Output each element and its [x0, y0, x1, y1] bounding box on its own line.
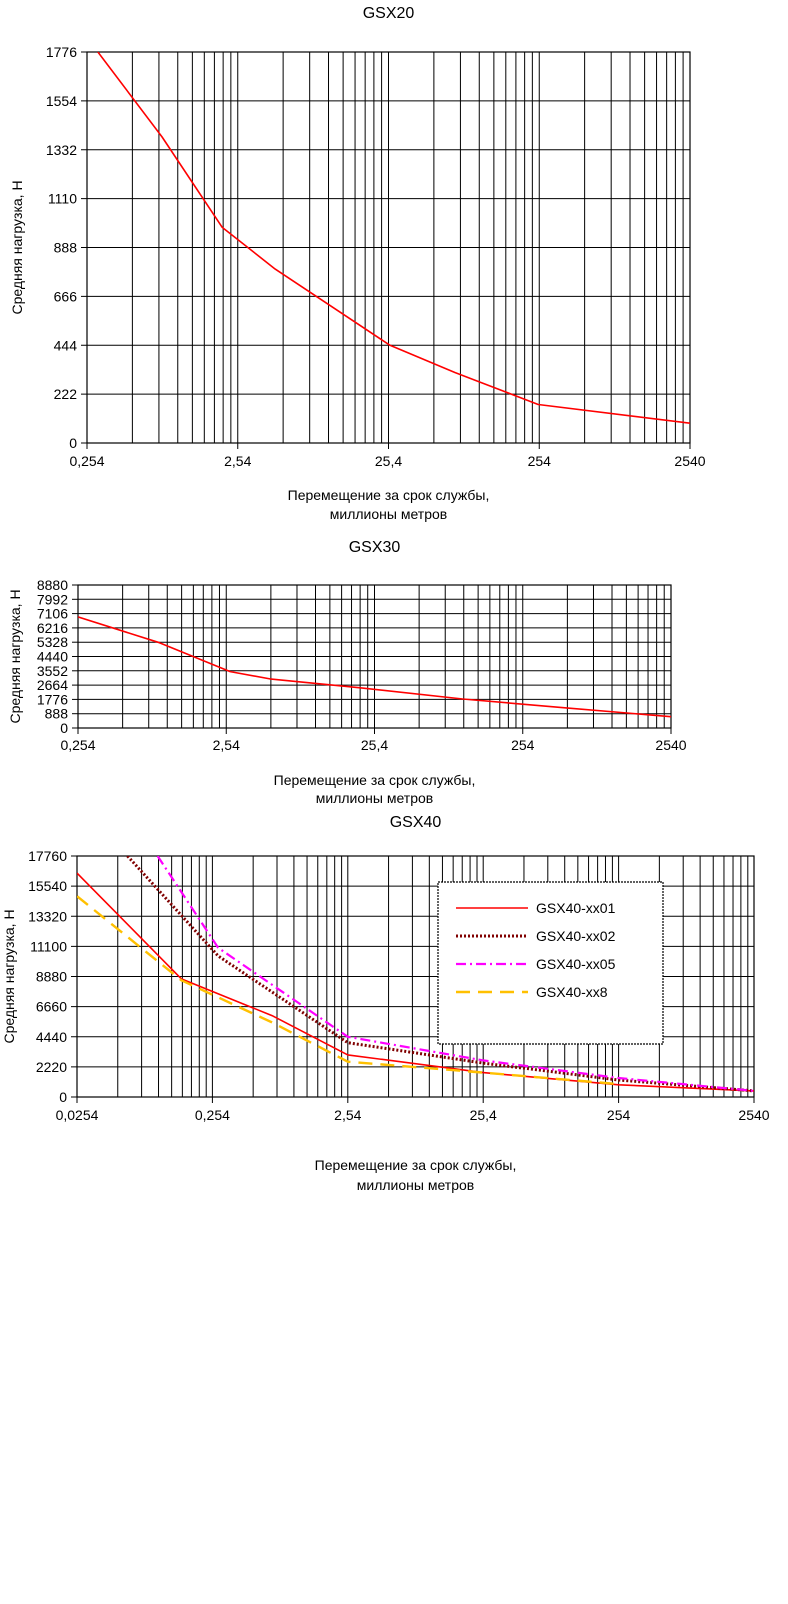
series-line-2 [126, 856, 754, 1093]
x-tick-label: 0,254 [195, 1107, 230, 1123]
y-tick-label: 888 [54, 240, 78, 256]
grid-lines [78, 585, 671, 728]
legend-label-1: GSX40-xx01 [536, 900, 616, 916]
legend-box [437, 881, 664, 1045]
legend-label-4: GSX40-xx8 [536, 984, 608, 1000]
x-tick-label: 254 [511, 737, 535, 753]
y-tick-label: 0 [60, 720, 68, 736]
grid-lines [87, 52, 690, 443]
y-axis-label: Средняя нагрузка, Н [1, 909, 17, 1043]
y-tick-label: 1332 [46, 142, 77, 158]
y-tick-label: 222 [54, 386, 78, 402]
x-axis-label-line-1: Перемещение за срок службы, [315, 1157, 517, 1173]
x-axis-label-line-2: миллионы метров [330, 506, 447, 522]
y-tick-label: 1554 [46, 93, 77, 109]
x-tick-label: 25,4 [470, 1107, 497, 1123]
x-axis-label-line-1: Перемещение за срок службы, [274, 772, 476, 788]
series-line-4 [77, 895, 619, 1086]
y-tick-label: 13320 [28, 908, 67, 924]
y-tick-label: 666 [54, 288, 78, 304]
y-tick-label: 4440 [37, 649, 68, 665]
legend: GSX40-xx01 GSX40-xx02 GSX40-xx05 GSX40-xx8 [437, 881, 664, 1045]
x-tick-label: 2540 [674, 453, 705, 469]
chart-title: GSX40 [390, 814, 442, 831]
series-line-1 [97, 52, 690, 424]
y-tick-label: 1110 [48, 191, 77, 207]
x-tick-label: 254 [528, 453, 552, 469]
y-tick-label: 0 [69, 435, 77, 451]
y-tick-label: 0 [59, 1089, 67, 1105]
y-tick-label: 2664 [37, 677, 68, 693]
y-tick-label: 4440 [36, 1029, 67, 1045]
y-tick-label: 1776 [37, 691, 68, 707]
y-tick-label: 3552 [37, 663, 68, 679]
series-line-3 [156, 856, 754, 1092]
x-axis-label-line-2: миллионы метров [316, 790, 433, 806]
x-tick-label: 2,54 [334, 1107, 361, 1123]
y-tick-label: 888 [45, 706, 69, 722]
x-tick-label: 0,0254 [56, 1107, 99, 1123]
x-tick-label: 0,254 [60, 737, 95, 753]
y-tick-label: 6216 [37, 620, 68, 636]
x-tick-label: 25,4 [375, 453, 402, 469]
chart-title: GSX20 [363, 5, 415, 22]
x-tick-label: 254 [607, 1107, 631, 1123]
y-tick-label: 2220 [36, 1059, 67, 1075]
y-tick-label: 8880 [36, 969, 67, 985]
y-tick-label: 17760 [28, 848, 67, 864]
x-tick-label: 25,4 [361, 737, 388, 753]
series-line-1 [78, 616, 671, 718]
x-axis-label-line-1: Перемещение за срок службы, [288, 487, 490, 503]
x-tick-label: 2,54 [224, 453, 251, 469]
legend-label-3: GSX40-xx05 [536, 956, 616, 972]
x-tick-label: 2,54 [213, 737, 240, 753]
legend-label-2: GSX40-xx02 [536, 928, 616, 944]
y-tick-label: 444 [54, 337, 78, 353]
y-tick-label: 5328 [37, 634, 68, 650]
x-tick-label: 2540 [655, 737, 686, 753]
chart-2: GSX30 08881776266435524440532862167106799… [7, 539, 687, 806]
chart-1: GSX20 0 222 444 666 888 1110 1332 1554 1776 0,254 2… [9, 5, 706, 522]
y-tick-label: 6660 [36, 999, 67, 1015]
y-tick-label: 15540 [28, 878, 67, 894]
chart-title: GSX30 [349, 539, 401, 556]
y-tick-label: 8880 [37, 577, 68, 593]
chart-3: GSX40 0 2220 4440 6660 8880 11100 13320 15540 177… [1, 814, 770, 1193]
y-tick-label: 11100 [30, 938, 67, 954]
y-tick-label: 1776 [46, 44, 77, 60]
x-tick-label: 0,254 [69, 453, 104, 469]
y-axis-label: Средняя нагрузка, Н [9, 180, 25, 314]
x-axis-label-line-2: миллионы метров [357, 1177, 474, 1193]
y-tick-label: 7992 [37, 591, 68, 607]
y-axis-label: Средняя нагрузка, Н [7, 589, 23, 723]
y-tick-label: 7106 [37, 606, 68, 622]
x-tick-label: 2540 [738, 1107, 769, 1123]
